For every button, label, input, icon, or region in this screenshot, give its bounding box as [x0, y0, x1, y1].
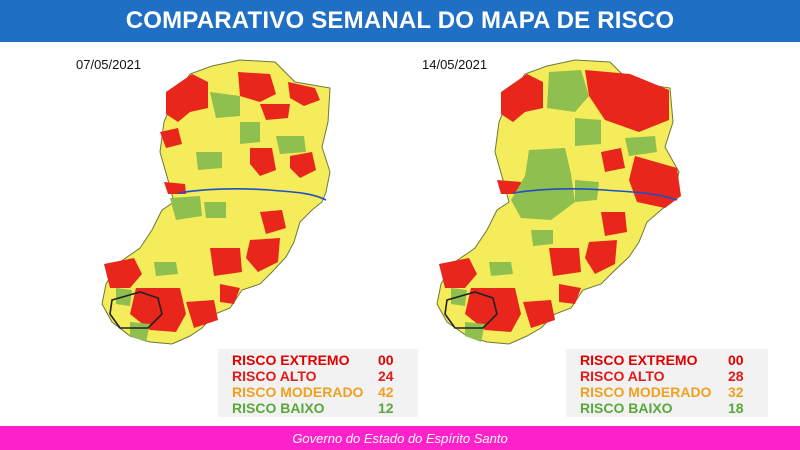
map-region-green	[625, 136, 657, 156]
map-region-green	[531, 230, 553, 246]
map-region-red	[585, 70, 669, 132]
map-region-red	[160, 128, 182, 148]
date-label-right: 14/05/2021	[422, 57, 488, 72]
map-region-green	[196, 152, 222, 170]
map-region-red	[260, 210, 286, 234]
map-region-red	[601, 212, 627, 236]
map-region-green	[465, 322, 485, 342]
map-region-red	[523, 300, 555, 328]
map-region-red	[238, 72, 276, 102]
map-river	[177, 187, 327, 201]
map-region-red	[601, 148, 625, 172]
footer-text: Governo do Estado do Espírito Santo	[292, 430, 508, 446]
legend-label: RISCO EXTREMO	[232, 352, 350, 368]
map-region-red	[166, 74, 208, 122]
legend-label: RISCO ALTO	[232, 368, 317, 384]
legend-row-alto: RISCO ALTO 24	[232, 368, 408, 384]
map-region-red	[130, 288, 186, 332]
legend-label: RISCO ALTO	[580, 368, 665, 384]
map-region-red	[465, 288, 521, 332]
map-region-green	[240, 122, 260, 144]
legend-label: RISCO BAIXO	[580, 400, 673, 416]
map-region-green	[210, 92, 240, 118]
map-region-red	[559, 284, 581, 304]
map-region-green	[170, 196, 202, 220]
legend-label: RISCO MODERADO	[580, 384, 712, 400]
map-region-red	[210, 248, 242, 276]
legend-row-baixo: RISCO BAIXO 12	[232, 400, 408, 416]
map-region-red	[497, 180, 521, 194]
map-region-red	[260, 104, 290, 120]
map-region-green	[547, 70, 589, 112]
legend-value: 28	[728, 368, 744, 384]
legend-label: RISCO BAIXO	[232, 400, 325, 416]
map-river	[512, 187, 678, 201]
map-highlight-outline	[109, 291, 163, 329]
legend-value: 18	[728, 400, 744, 416]
map-region-red	[104, 258, 142, 288]
map-region-red	[290, 152, 316, 178]
map-region-green	[575, 118, 601, 146]
legend-row-moderado: RISCO MODERADO 42	[232, 384, 408, 400]
date-label-left: 07/05/2021	[76, 57, 142, 72]
map-region-red	[585, 240, 617, 274]
legend-row-moderado: RISCO MODERADO 32	[580, 384, 758, 400]
risk-map-left	[90, 52, 350, 362]
map-region-green	[511, 148, 575, 220]
legend-value: 00	[378, 352, 394, 368]
map-region-green	[276, 136, 306, 154]
legend-row-baixo: RISCO BAIXO 18	[580, 400, 758, 416]
map-region-green	[575, 180, 599, 202]
legend-right: RISCO EXTREMO 00 RISCO ALTO 28 RISCO MOD…	[566, 349, 768, 417]
legend-value: 32	[728, 384, 744, 400]
map-region-red	[186, 300, 218, 328]
map-region-red	[288, 82, 320, 106]
map-region-red	[164, 182, 186, 194]
legend-row-extremo: RISCO EXTREMO 00	[580, 352, 758, 368]
map-region-red	[220, 284, 240, 304]
risk-map-left-svg	[101, 59, 331, 345]
map-region-red	[549, 248, 581, 276]
legend-label: RISCO MODERADO	[232, 384, 364, 400]
legend-value: 12	[378, 400, 394, 416]
page-title: COMPARATIVO SEMANAL DO MAPA DE RISCO	[125, 7, 675, 34]
legend-value: 42	[378, 384, 394, 400]
legend-row-extremo: RISCO EXTREMO 00	[232, 352, 408, 368]
map-region-red	[629, 156, 681, 208]
map-region-red	[439, 258, 477, 288]
map-region-green	[489, 262, 513, 276]
map-region-green	[154, 262, 178, 276]
legend-row-alto: RISCO ALTO 28	[580, 368, 758, 384]
legend-value: 00	[728, 352, 744, 368]
legend-label: RISCO EXTREMO	[580, 352, 698, 368]
risk-map-right	[425, 52, 695, 362]
page-title-bar: COMPARATIVO SEMANAL DO MAPA DE RISCO	[0, 0, 800, 42]
map-region-red	[501, 74, 543, 122]
map-region-red	[250, 148, 276, 176]
map-region-green	[130, 322, 150, 342]
map-highlight-outline	[444, 291, 498, 329]
legend-left: RISCO EXTREMO 00 RISCO ALTO 24 RISCO MOD…	[218, 349, 418, 417]
footer-bar: Governo do Estado do Espírito Santo	[0, 426, 800, 450]
legend-value: 24	[378, 368, 394, 384]
risk-map-right-svg	[436, 59, 681, 345]
map-region-red	[246, 238, 280, 272]
map-region-green	[204, 202, 226, 218]
